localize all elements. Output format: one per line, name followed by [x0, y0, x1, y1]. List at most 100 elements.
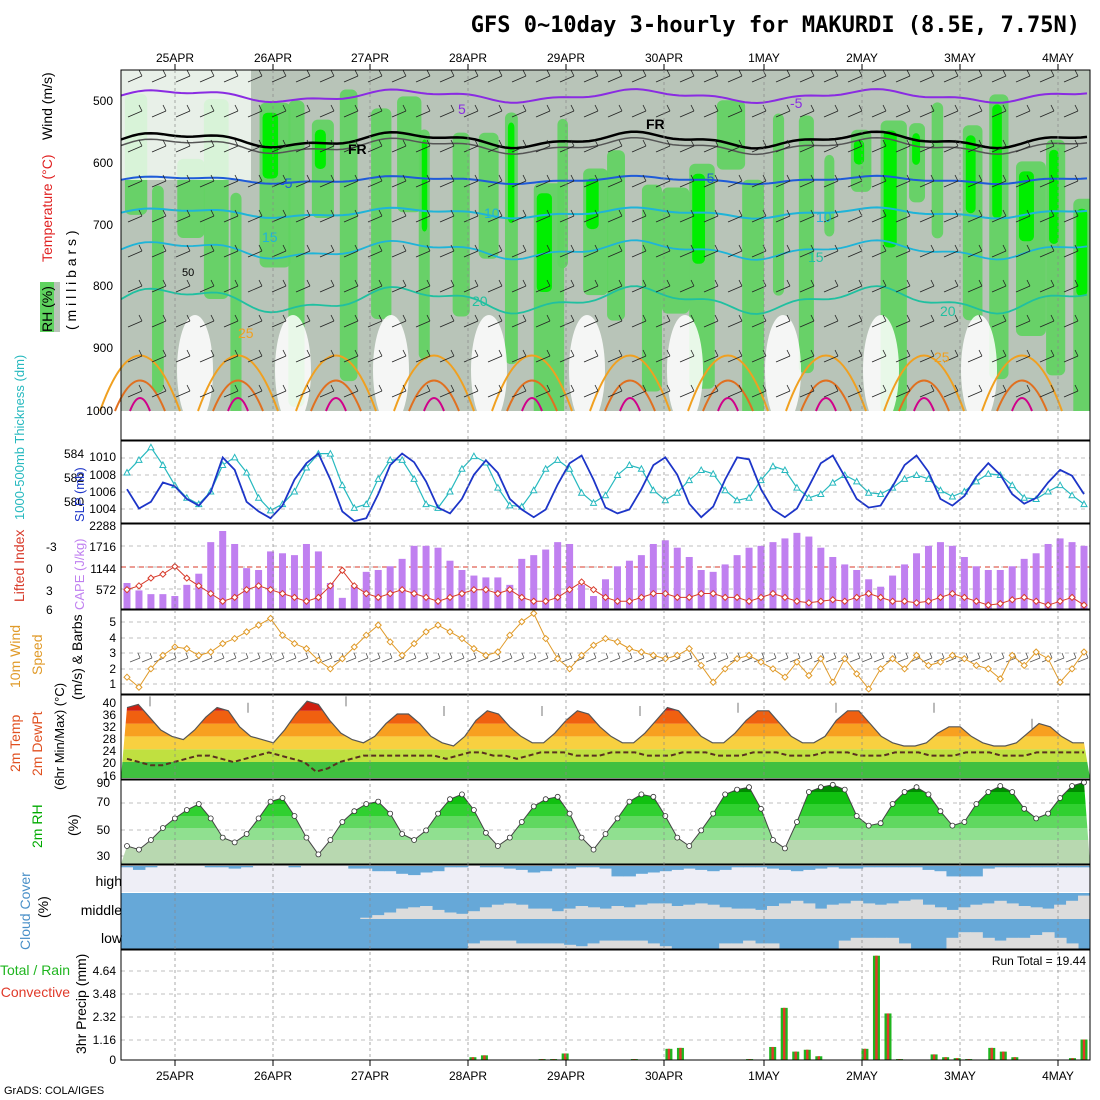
wind-barb: [225, 652, 237, 663]
lifted-index-line-point: [506, 585, 514, 594]
wind-barb: [991, 139, 1007, 153]
rh-region: [339, 89, 358, 382]
wind-barb: [319, 244, 335, 258]
rh-axis-label: 2m RH: [29, 804, 45, 848]
slp-grid: [121, 457, 1090, 510]
cloud-middle-bar: [659, 903, 672, 919]
lifted-index-line-point: [697, 589, 705, 598]
wind-barb: [703, 174, 719, 188]
cape-bar: [948, 545, 956, 609]
lifted-index-line-point: [721, 593, 729, 602]
date-tick: 29APR: [547, 51, 585, 65]
wind-barb: [127, 69, 143, 83]
wind-barb: [367, 314, 383, 328]
wind-barb: [199, 279, 215, 293]
wind-speed-line-point: [350, 643, 358, 651]
wind-barb: [1039, 139, 1055, 153]
contour-line: [619, 397, 641, 412]
lifted-index-line-point: [601, 593, 610, 602]
rh-line-point: [339, 819, 346, 825]
cloud-high-bar: [743, 866, 756, 868]
wind-speed-line-point: [912, 651, 921, 660]
wind-barb: [175, 174, 191, 188]
cloud-high-bar: [826, 866, 840, 868]
cape-bar: [290, 555, 298, 609]
cape-bar: [889, 575, 897, 609]
lifted-index-line-point: [960, 593, 969, 602]
cape-bar: [219, 530, 227, 609]
wind-barb: [679, 244, 695, 258]
wind-barb: [295, 244, 311, 258]
lifted-index-line-point: [374, 593, 382, 602]
cape-bar: [637, 555, 645, 609]
thickness-tick: 580: [64, 495, 84, 509]
cape-bar: [1044, 543, 1052, 609]
cape-bar: [314, 551, 322, 609]
wind-barb: [727, 349, 743, 363]
wind-speed-line-point: [841, 655, 849, 663]
wind-barb: [537, 652, 549, 663]
wind-barb: [799, 139, 815, 153]
rh-line-point: [291, 813, 298, 819]
wind-barb: [511, 174, 527, 188]
cloud-high-bar: [982, 866, 995, 869]
wind-barb: [1015, 139, 1031, 153]
wind-barb: [319, 279, 335, 293]
wind-barb: [535, 139, 551, 153]
thickness-line-point: [505, 501, 514, 509]
rh-line-point: [136, 846, 142, 853]
wind-barb: [151, 279, 167, 293]
cloud-low-bar: [467, 943, 481, 949]
wind-barb: [919, 314, 935, 328]
wind-barb: [631, 314, 647, 328]
cape-bar: [279, 553, 287, 609]
wind-barb: [607, 139, 623, 153]
rh-region: [421, 139, 428, 232]
wind-barb: [895, 279, 911, 293]
lifted-index-line-point: [745, 597, 753, 605]
pressure-axis: 500 600 700 800 900 1000: [86, 94, 113, 418]
lifted-index-line-point: [625, 597, 634, 605]
rh-line-point: [530, 803, 537, 810]
wind-barb: [679, 279, 695, 293]
cloud-low-bar: [659, 946, 672, 949]
lifted-index-line-point: [338, 566, 347, 575]
rh-line-point: [770, 837, 776, 843]
rh-region: [607, 150, 625, 321]
rh-region: [230, 192, 242, 411]
wind-barb: [559, 349, 575, 363]
cloud-high-bar: [659, 866, 672, 872]
cape-bar: [673, 547, 681, 609]
cloud-middle-bar: [958, 907, 971, 919]
rh-line-point: [459, 791, 465, 798]
wind-barb: [463, 69, 479, 83]
rh-region: [586, 178, 599, 230]
cape-bar: [207, 542, 215, 609]
cloud-high-bar: [814, 866, 828, 869]
wind-barb: [271, 174, 287, 188]
cloud-middle-bar: [970, 904, 983, 919]
wind-speed-line-point: [1068, 665, 1076, 673]
thickness-line-point: [135, 455, 143, 463]
wind-speed-line-point: [123, 673, 131, 681]
wind-barb: [247, 279, 263, 293]
wind-speed-line-point: [697, 661, 705, 670]
thickness-line-point: [637, 464, 646, 472]
wind-barb: [439, 244, 455, 258]
cloud-middle-bar: [396, 908, 409, 919]
wind-speed-line-point: [218, 639, 227, 648]
rh-legend-swatch: [40, 282, 54, 332]
thickness-line-point: [338, 481, 347, 489]
cape-bar: [183, 584, 191, 609]
thickness-line-point: [541, 464, 550, 472]
cape-bar: [661, 540, 669, 609]
wind-barb: [127, 174, 143, 188]
thickness-line-point: [1020, 493, 1029, 501]
lifted-index-line-point: [242, 585, 251, 594]
cloud-high-bar: [408, 866, 421, 876]
cloud-middle-bar: [934, 907, 947, 919]
precip-bar-convective: [886, 1013, 890, 1060]
wind-barb: [895, 174, 911, 188]
wind-barb: [583, 244, 599, 258]
thickness-line-point: [673, 488, 682, 496]
